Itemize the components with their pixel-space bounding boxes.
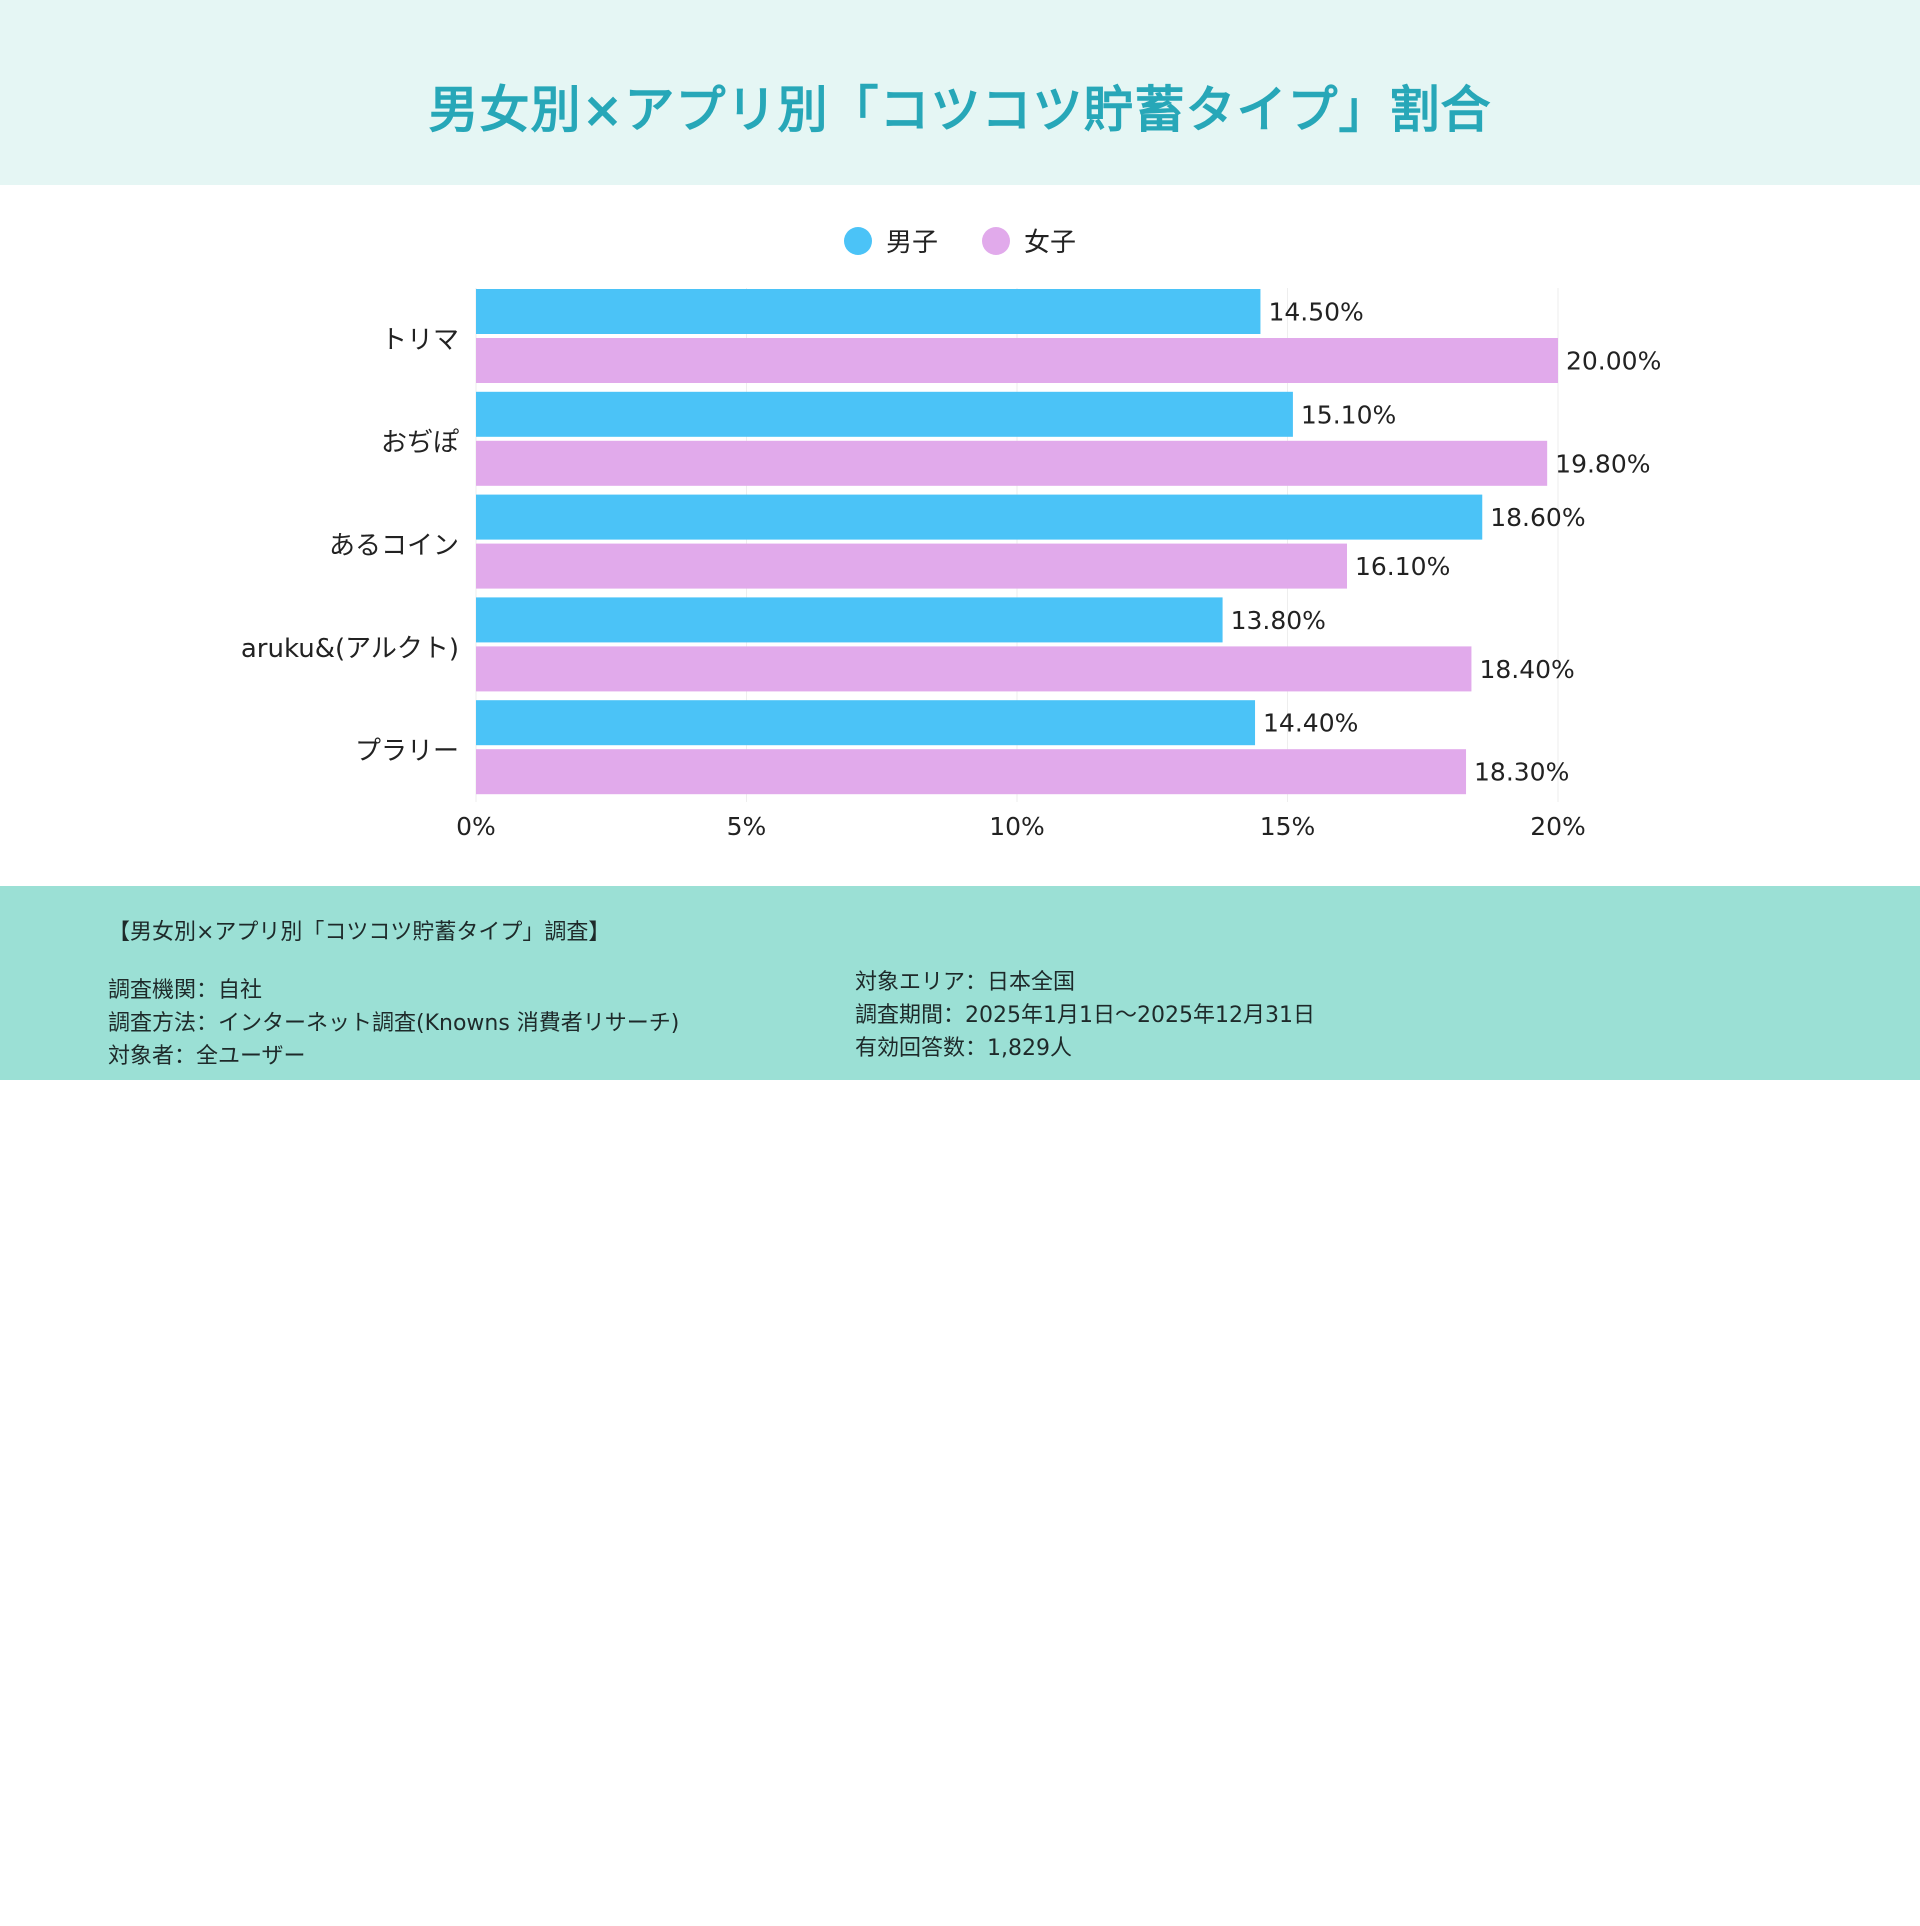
x-tick-label: 20%: [1530, 812, 1586, 841]
bar-male: [476, 494, 1483, 540]
page-title: 男女別×アプリ別「コツコツ貯蓄タイプ」割合: [428, 81, 1492, 139]
bar-female: [476, 338, 1558, 383]
category-label: aruku&(アルクト): [241, 634, 459, 664]
footer: 【男女別×アプリ別「コツコツ貯蓄タイプ」調査】 調査機関：自社 調査方法：インタ…: [0, 886, 1920, 1922]
category-label: あるコイン: [329, 531, 459, 561]
data-label: 15.10%: [1301, 400, 1396, 429]
category-label: おぢぽ: [381, 428, 459, 458]
legend-swatch-female: [982, 226, 1010, 255]
header-band: 男女別×アプリ別「コツコツ貯蓄タイプ」割合: [0, 0, 1920, 185]
bar-female: [476, 646, 1472, 692]
legend-item-male: 男子: [843, 222, 938, 259]
footer-left-line: 対象者：全ユーザー: [108, 1044, 306, 1069]
data-label: 18.30%: [1474, 758, 1569, 787]
footer-right-line: 調査期間：2025年1月1日〜2025年12月31日: [855, 1003, 1315, 1028]
bar-male: [476, 391, 1293, 437]
bar-female: [476, 440, 1548, 486]
data-label: 20.00%: [1566, 347, 1661, 376]
footer-right-line: 有効回答数：1,829人: [855, 1036, 1072, 1061]
data-label: 19.80%: [1555, 449, 1650, 478]
category-label: トリマ: [381, 325, 459, 355]
x-tick-label: 0%: [456, 812, 496, 841]
data-label: 14.40%: [1263, 709, 1358, 738]
bar-female: [476, 749, 1467, 795]
footer-left-line: 調査機関：自社: [108, 978, 263, 1003]
x-tick-label: 10%: [989, 812, 1045, 841]
footer-heading: 【男女別×アプリ別「コツコツ貯蓄タイプ」調査】: [108, 920, 611, 945]
footer-left-line: 調査方法：インターネット調査(Knowns 消費者リサーチ): [108, 1011, 680, 1036]
legend-label-male: 男子: [885, 228, 938, 258]
bar-male: [476, 700, 1256, 746]
bar-female: [476, 543, 1348, 589]
legend-swatch-male: [843, 226, 872, 255]
data-label: 13.80%: [1231, 606, 1326, 635]
footer-right-line: 対象エリア：日本全国: [855, 970, 1076, 995]
x-tick-label: 5%: [727, 812, 767, 841]
legend-label-female: 女子: [1024, 228, 1077, 258]
bar-chart: 0% 5% 10% 15% 20% トリマ 14.50% 20.00% おぢぽ 15.10% 19.…: [241, 288, 1661, 841]
chart-legend: 男子 女子: [0, 222, 1920, 259]
data-label: 14.50%: [1268, 298, 1363, 327]
bar-male: [476, 289, 1261, 334]
brand-logo-icon: [1760, 1829, 1826, 1922]
data-label: 18.40%: [1479, 655, 1574, 684]
legend-item-female: 女子: [982, 222, 1076, 259]
data-label: 18.60%: [1490, 503, 1585, 532]
category-label: プラリー: [355, 737, 459, 767]
x-tick-label: 15%: [1260, 812, 1316, 841]
data-label: 16.10%: [1355, 552, 1450, 581]
bar-male: [476, 597, 1223, 643]
